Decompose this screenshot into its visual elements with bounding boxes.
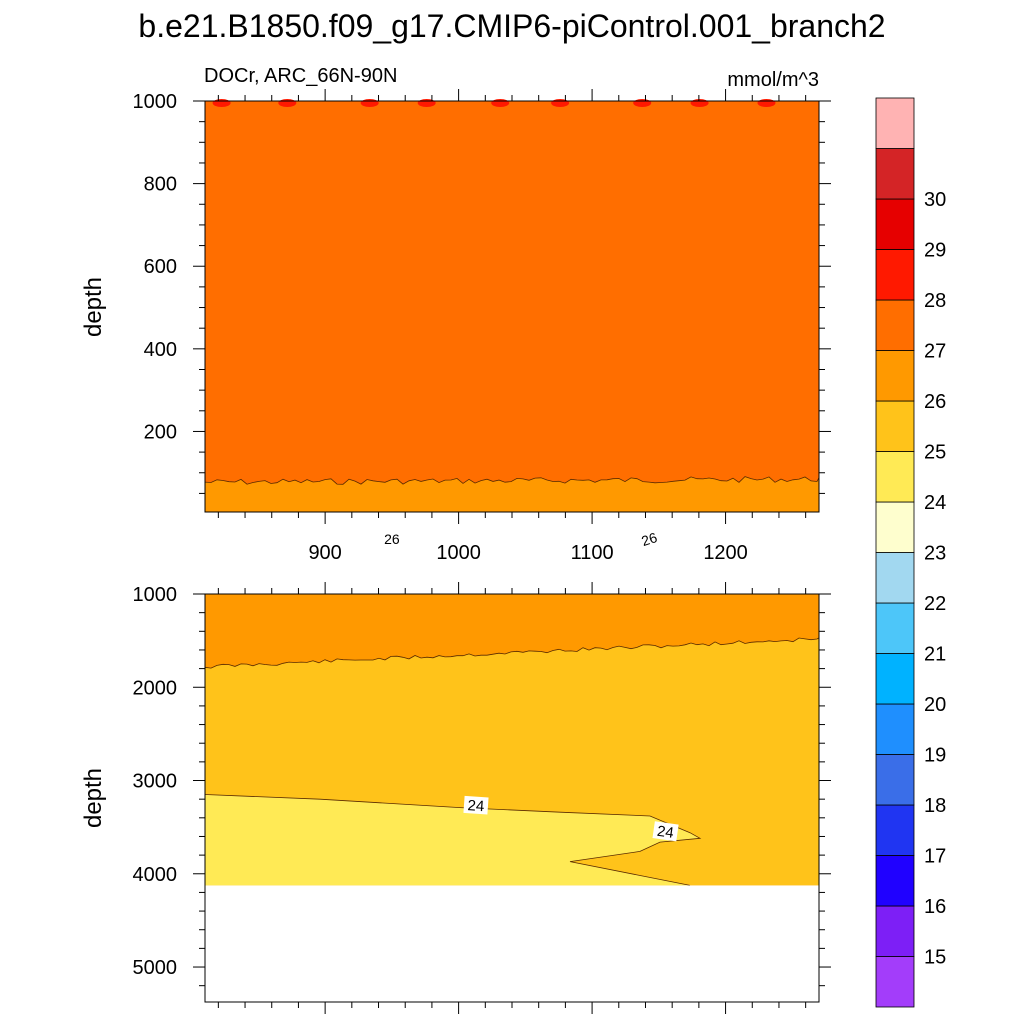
colorbar-box xyxy=(875,855,915,907)
bottom-panel: depth 24 24 1000 2000 3000 4000 5000 xyxy=(80,582,831,1014)
colorbar-box xyxy=(875,350,915,402)
top-x-tick-label: 1000 xyxy=(436,542,481,564)
bottom-band-23-24 xyxy=(205,794,700,886)
top-y-tick-label: 400 xyxy=(144,339,177,361)
colorbar-box xyxy=(875,703,915,755)
colorbar-label: 29 xyxy=(924,240,946,262)
colorbar-label: 25 xyxy=(924,442,946,464)
top-contour-label: 26 xyxy=(636,528,663,552)
bottom-y-tick-label: 2000 xyxy=(133,677,178,699)
bottom-plot-area: 24 24 1000 2000 3000 4000 5000 xyxy=(133,582,831,1014)
colorbar-box xyxy=(875,653,915,705)
top-surface-patch xyxy=(491,99,510,107)
top-subtitle-left: DOCr, ARC_66N-90N xyxy=(204,65,397,87)
bottom-below-floor xyxy=(205,885,819,1002)
top-surface-patch xyxy=(212,99,231,107)
top-surface-patch xyxy=(633,99,652,107)
colorbar: 15 16 17 18 19 20 21 22 23 24 25 26 27 28 29 30 xyxy=(875,97,946,1008)
colorbar-label: 22 xyxy=(924,593,946,615)
colorbar-box xyxy=(875,198,915,250)
top-y-tick-label: 200 xyxy=(144,421,177,443)
colorbar-box xyxy=(875,400,915,452)
top-surface-patch xyxy=(757,99,776,107)
top-x-tick-label: 1200 xyxy=(703,542,748,564)
colorbar-box xyxy=(875,602,915,654)
colorbar-label: 28 xyxy=(924,290,946,312)
colorbar-box xyxy=(875,451,915,503)
bottom-y-axis-label: depth xyxy=(80,768,107,828)
colorbar-box xyxy=(875,97,915,149)
colorbar-label: 16 xyxy=(924,896,946,918)
top-y-tick-label: 600 xyxy=(144,256,177,278)
colorbar-label: 15 xyxy=(924,947,946,969)
bottom-contour-24 xyxy=(204,794,702,886)
colorbar-label: 17 xyxy=(924,846,946,868)
contour-label-text: 24 xyxy=(656,823,675,842)
colorbar-label: 27 xyxy=(924,341,946,363)
colorbar-box xyxy=(875,956,915,1008)
bottom-contour-25 xyxy=(204,637,820,669)
colorbar-label: 19 xyxy=(924,745,946,767)
colorbar-label: 26 xyxy=(924,391,946,413)
top-surface-patch xyxy=(278,99,297,107)
top-contour-label: 26 xyxy=(380,531,403,549)
top-y-tick-label: 800 xyxy=(144,174,177,196)
colorbar-label: 18 xyxy=(924,795,946,817)
colorbar-box xyxy=(875,804,915,856)
top-contour-26 xyxy=(204,476,820,485)
colorbar-box xyxy=(875,905,915,957)
contour-label-text: 24 xyxy=(467,797,485,815)
top-plot-area: 26 26 200 400 600 800 1000 900 1000 1100 1200 xyxy=(133,89,831,564)
colorbar-label: 30 xyxy=(924,189,946,211)
bottom-y-tick-label: 3000 xyxy=(133,771,178,793)
top-band-26-27 xyxy=(205,101,819,485)
contour-label-box xyxy=(636,528,663,552)
figure-title: b.e21.B1850.f09_g17.CMIP6-piControl.001_… xyxy=(138,8,885,44)
contour-label-box xyxy=(652,821,679,842)
bottom-y-tick-label: 4000 xyxy=(133,864,178,886)
top-y-tick-label: 1000 xyxy=(133,91,178,113)
bottom-y-tick-label: 5000 xyxy=(133,957,178,979)
colorbar-box xyxy=(875,249,915,301)
colorbar-box xyxy=(875,501,915,553)
top-surface-patch xyxy=(360,99,379,107)
colorbar-label: 20 xyxy=(924,694,946,716)
top-x-tick-label: 900 xyxy=(308,542,341,564)
contour-label-box xyxy=(380,531,403,549)
colorbar-box xyxy=(875,299,915,351)
contour-label-box xyxy=(463,795,489,815)
top-panel: DOCr, ARC_66N-90N mmol/m^3 depth 26 26 200… xyxy=(80,65,831,564)
contour-label-text: 26 xyxy=(384,531,400,547)
top-surface-patch xyxy=(417,99,436,107)
top-subtitle-right: mmol/m^3 xyxy=(727,69,819,91)
bottom-contour-label: 24 xyxy=(652,821,679,842)
top-x-tick-label: 1100 xyxy=(571,542,614,564)
top-y-axis-label: depth xyxy=(80,277,107,337)
bottom-y-tick-label: 1000 xyxy=(133,584,178,606)
colorbar-label: 24 xyxy=(924,492,946,514)
colorbar-box xyxy=(875,148,915,200)
colorbar-label: 23 xyxy=(924,543,946,565)
top-surface-patch xyxy=(551,99,570,107)
colorbar-box xyxy=(875,552,915,604)
contour-label-text: 26 xyxy=(639,529,659,549)
bottom-contour-label: 24 xyxy=(463,795,489,815)
colorbar-label: 21 xyxy=(924,644,946,666)
top-surface-patch xyxy=(690,99,709,107)
colorbar-box xyxy=(875,754,915,806)
